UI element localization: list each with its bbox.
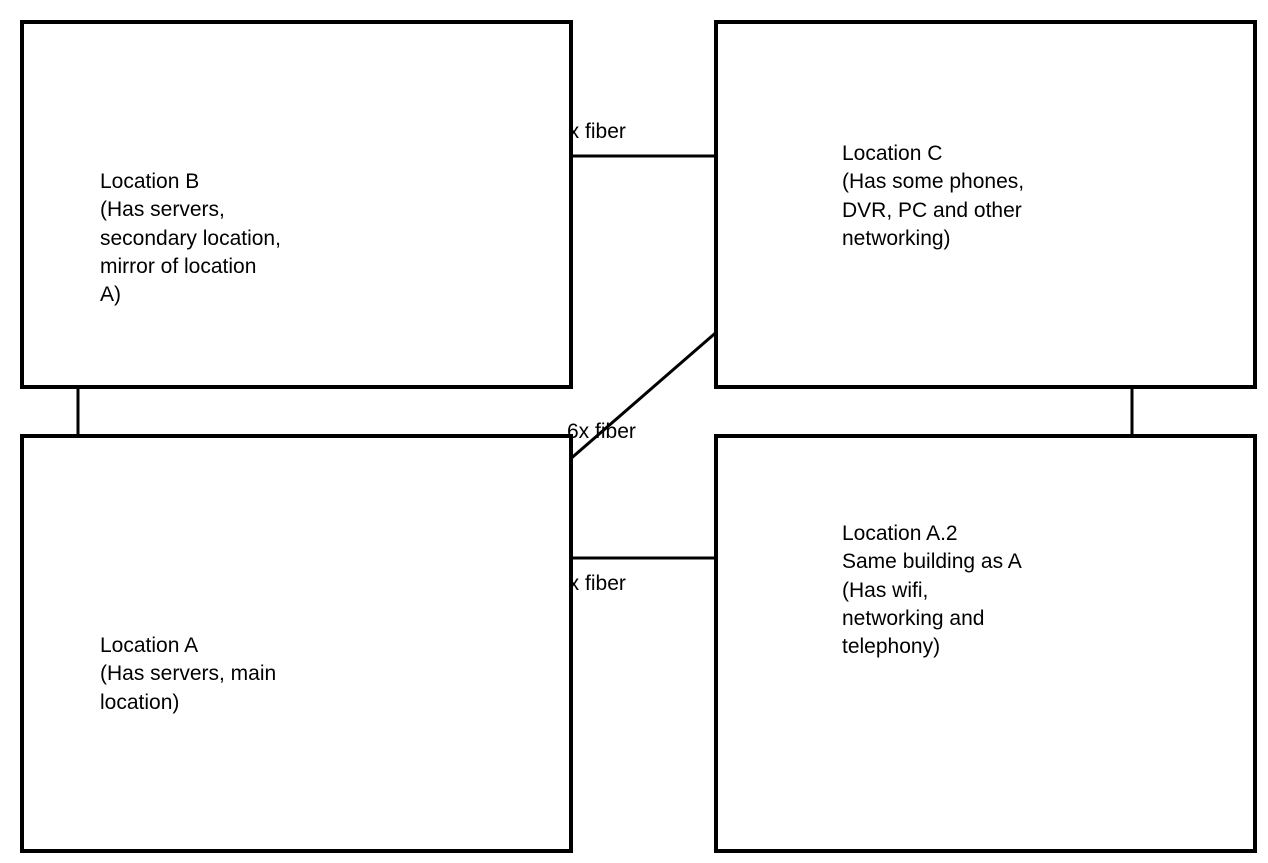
node-label-location-c: Location C (Has some phones, DVR, PC and … — [842, 140, 1024, 253]
node-label-location-a2: Location A.2 Same building as A (Has wifi… — [842, 520, 1022, 662]
node-title: Location C — [842, 142, 942, 165]
node-title: Location B — [100, 170, 199, 193]
node-description: (Has servers, main location) — [100, 662, 276, 713]
node-description: Same building as A (Has wifi, networking… — [842, 550, 1022, 658]
node-description: (Has some phones, DVR, PC and other netw… — [842, 170, 1024, 250]
node-label-location-b: Location B (Has servers, secondary locati… — [100, 168, 281, 310]
node-title: Location A — [100, 634, 198, 657]
edge-label-c-to-a-diagonal: 6x fiber — [567, 420, 636, 444]
node-description: (Has servers, secondary location, mirror… — [100, 198, 281, 306]
node-title: Location A.2 — [842, 522, 958, 545]
node-label-location-a: Location A (Has servers, main location) — [100, 632, 276, 717]
network-diagram: 6x fiber6x fiber6x fiber6 x fiber6x fibe… — [0, 0, 1268, 863]
